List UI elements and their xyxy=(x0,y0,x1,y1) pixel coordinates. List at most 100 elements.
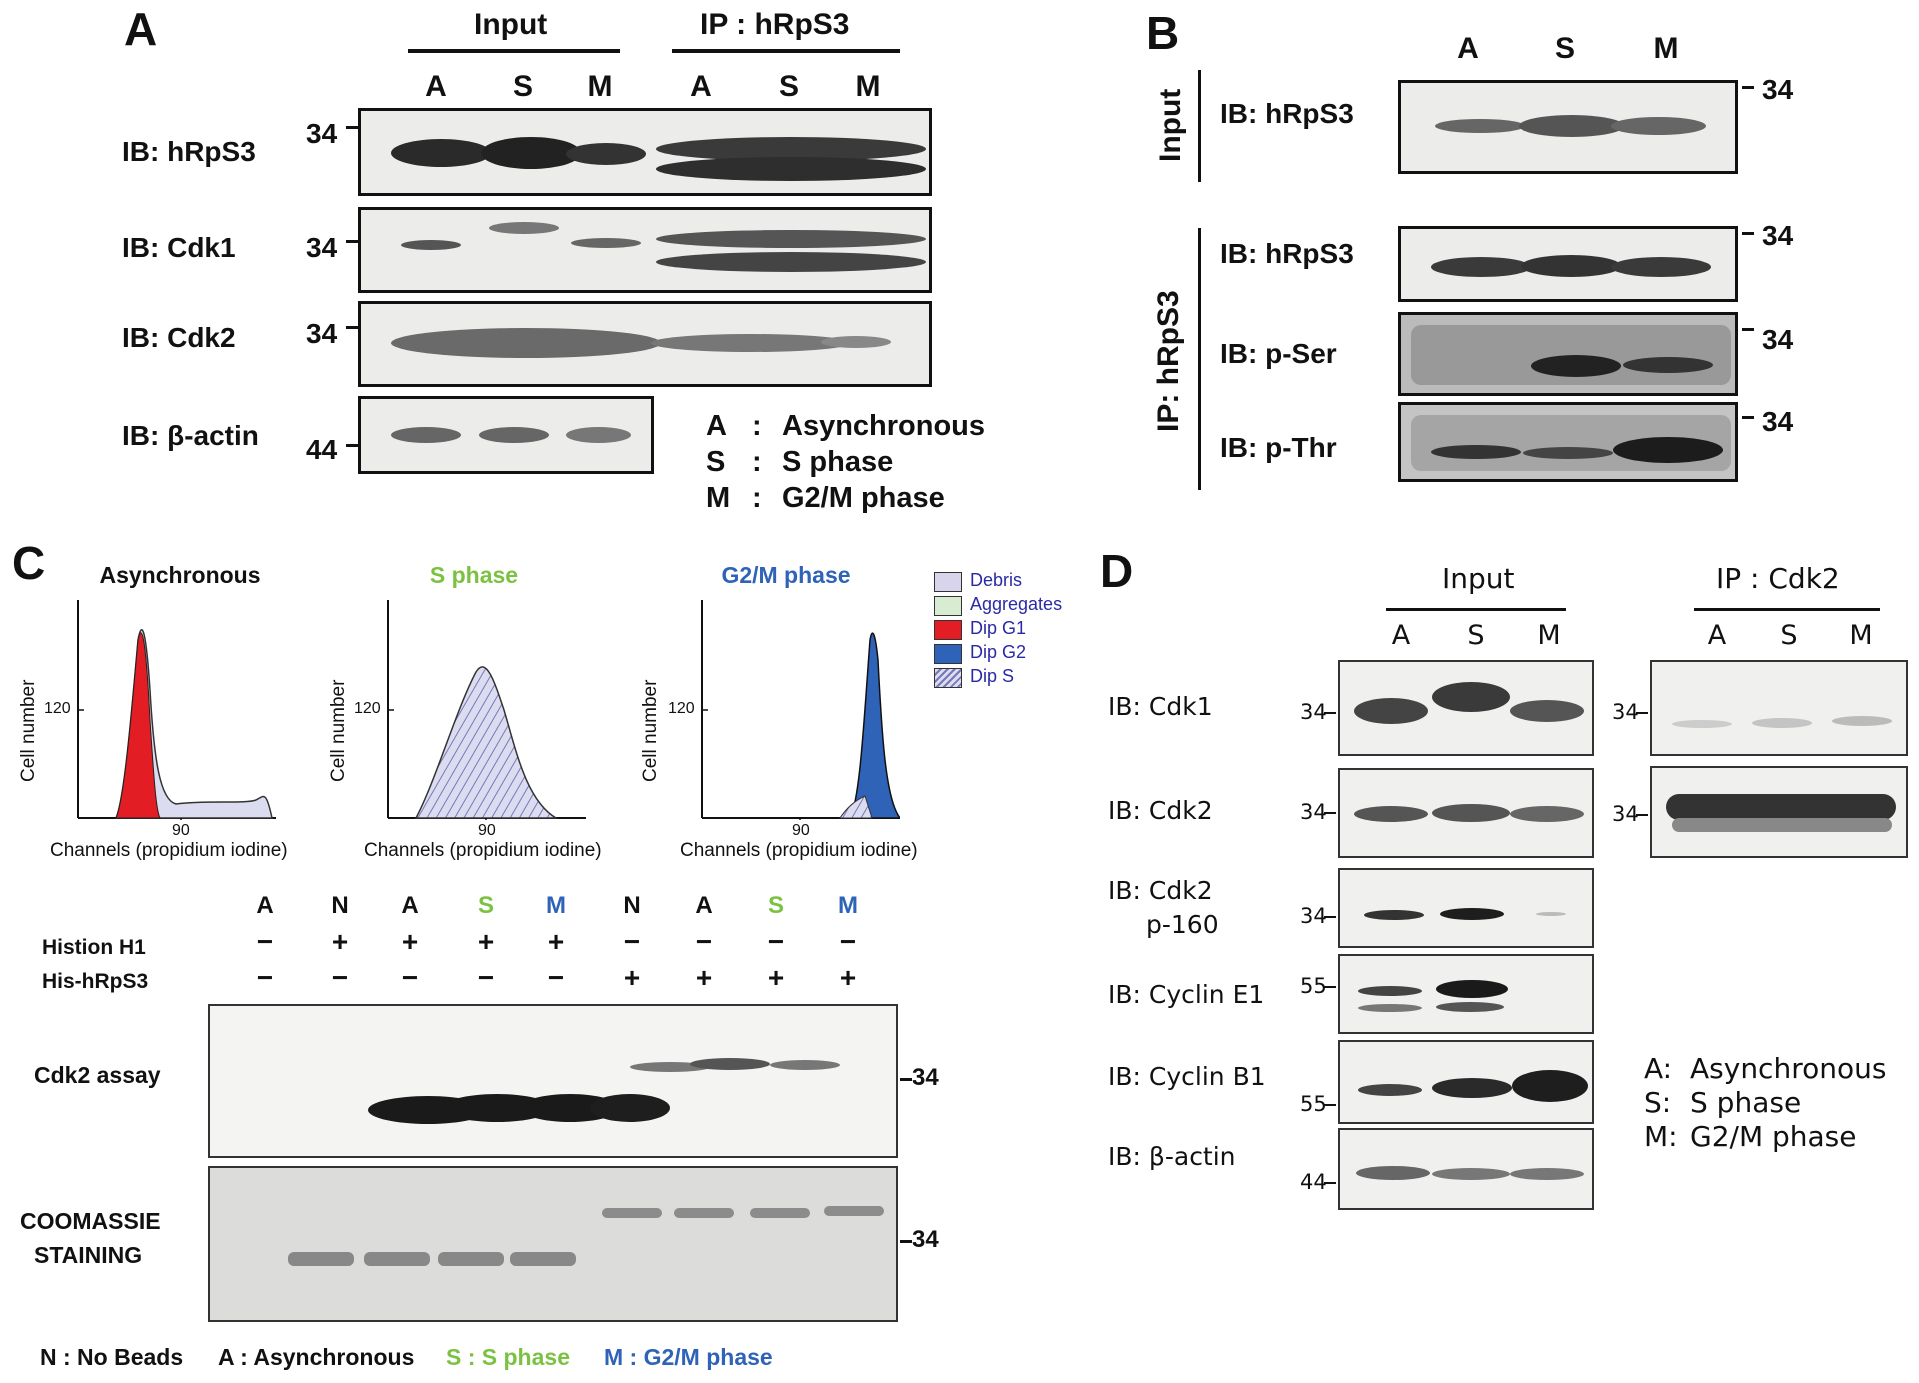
flow-histogram-asynchronous xyxy=(77,600,276,820)
footer-g2m-phase: M : G2/M phase xyxy=(604,1344,773,1370)
flow-title-s-phase: S phase xyxy=(429,562,519,588)
sign: + xyxy=(695,962,713,993)
panel-a-mw-marker: 34 xyxy=(306,318,338,349)
sign: + xyxy=(331,926,349,957)
panel-b-blot-pthr xyxy=(1398,402,1738,482)
panel-a-ip-bar xyxy=(672,49,900,53)
panel-d-row-label: IB: Cdk2 xyxy=(1108,796,1213,825)
panel-d-ip-blot-cdk1 xyxy=(1650,660,1908,756)
panel-b-row-label: IB: hRpS3 xyxy=(1220,98,1354,129)
panel-b-mw-marker: 34 xyxy=(1762,220,1794,251)
panel-a-row-label: IB: hRpS3 xyxy=(122,136,256,167)
sign: − xyxy=(767,926,785,957)
legend-swatch-dip-s xyxy=(934,668,962,688)
panel-a-row-label: IB: Cdk2 xyxy=(122,322,236,353)
mw-tick xyxy=(900,1240,912,1243)
legend-label: Dip S xyxy=(970,666,1015,686)
coomassie-label-2: STAINING xyxy=(34,1242,143,1268)
flow-ylabel: Cell number xyxy=(18,679,39,782)
panel-a-legend-key: M xyxy=(706,482,731,514)
panel-b-input-bracket xyxy=(1198,70,1201,182)
coomassie-mw: 34 xyxy=(912,1226,939,1253)
panel-a-row-label: IB: Cdk1 xyxy=(122,232,236,263)
sign: − xyxy=(401,962,419,993)
coomassie-label-1: COOMASSIE xyxy=(20,1208,161,1234)
panel-d-row-label: IB: β-actin xyxy=(1108,1142,1236,1171)
flow-histogram-s-phase xyxy=(387,600,586,820)
panel-a-legend-key: A xyxy=(706,410,727,442)
panel-a-legend-sep: : xyxy=(752,410,762,442)
mw-tick xyxy=(1324,916,1336,918)
panel-a-legend-sep: : xyxy=(752,446,762,478)
mw-tick xyxy=(1636,712,1648,714)
cdk2-assay-label: Cdk2 assay xyxy=(34,1062,161,1088)
panel-a-legend-key: S xyxy=(706,446,726,478)
flow-histogram-g2m-phase xyxy=(701,600,900,820)
panel-c-lane: S xyxy=(767,892,784,919)
his-label: His-hRpS3 xyxy=(42,970,149,993)
panel-d-mw: 34 xyxy=(1300,700,1327,724)
panel-b-mw-marker: 34 xyxy=(1762,406,1794,437)
panel-c-lane: A xyxy=(401,892,419,919)
sign: − xyxy=(623,926,641,957)
flow-title-g2m-phase: G2/M phase xyxy=(721,562,851,588)
panel-a-lane-4: A xyxy=(690,70,712,103)
flow-ytick: 120 xyxy=(354,700,381,717)
panel-b-lane-3: M xyxy=(1653,32,1679,65)
panel-b-ip-bracket xyxy=(1198,228,1201,490)
panel-a-lane-2: S xyxy=(512,70,533,103)
panel-d-lane: A xyxy=(1391,620,1411,651)
flow-ytick: 120 xyxy=(44,700,71,717)
panel-a-legend-text: Asynchronous xyxy=(782,410,986,442)
mw-tick xyxy=(1742,416,1754,419)
mw-tick xyxy=(1636,814,1648,816)
panel-a-mw-marker: 34 xyxy=(306,232,338,263)
panel-d-input-bar xyxy=(1386,608,1566,611)
panel-c-lane: A xyxy=(695,892,713,919)
sign: − xyxy=(256,926,274,957)
panel-d-legend-text: S phase xyxy=(1690,1086,1802,1119)
panel-c-lane: S xyxy=(477,892,494,919)
panel-d-row-label: IB: Cdk2 xyxy=(1108,876,1213,905)
flow-ylabel: Cell number xyxy=(328,679,349,782)
cdk2-assay-blot xyxy=(208,1004,898,1158)
panel-b-ip-label: IP: hRpS3 xyxy=(1152,290,1185,432)
panel-a-blot-actin xyxy=(358,396,654,474)
panel-c-lane: A xyxy=(256,892,274,919)
panel-b-row-label: IB: hRpS3 xyxy=(1220,238,1354,269)
panel-b-lane-2: S xyxy=(1554,32,1575,65)
legend-swatch-debris xyxy=(934,572,962,592)
panel-b-mw-marker: 34 xyxy=(1762,324,1794,355)
legend-label: Aggregates xyxy=(970,594,1063,614)
panel-d-row-label-2: p-160 xyxy=(1146,910,1219,939)
flow-xlabel: Channels (propidium iodine) xyxy=(364,840,602,861)
panel-c-lane: M xyxy=(546,892,566,919)
panel-d-blot-cdk2-p160 xyxy=(1338,868,1594,948)
panel-a-lane-5: S xyxy=(778,70,799,103)
mw-tick xyxy=(900,1078,912,1081)
panel-d-legend-key: M: xyxy=(1644,1120,1678,1153)
panel-a-blot-cdk2 xyxy=(358,301,932,387)
cdk2-assay-mw: 34 xyxy=(912,1064,939,1091)
panel-a-input-bar xyxy=(408,49,620,53)
sign: + xyxy=(839,962,857,993)
panel-d-blot-cyclin-b1 xyxy=(1338,1040,1594,1124)
panel-b-letter: B xyxy=(1146,7,1180,59)
panel-d-letter: D xyxy=(1100,545,1134,597)
sign: − xyxy=(695,926,713,957)
panel-a-mw-marker: 44 xyxy=(306,434,338,465)
panel-d-mw: 55 xyxy=(1300,974,1327,998)
flow-xlabel: Channels (propidium iodine) xyxy=(50,840,288,861)
panel-d-ip-mw: 34 xyxy=(1612,802,1639,826)
panel-b-blot-input-hrps3 xyxy=(1398,80,1738,174)
coomassie-blot xyxy=(208,1166,898,1322)
panel-a-lane-6: M xyxy=(855,70,881,103)
panel-d-legend-key: A: xyxy=(1644,1052,1673,1085)
flow-title-asynchronous: Asynchronous xyxy=(99,562,261,588)
flow-ytick: 120 xyxy=(668,700,695,717)
mw-tick xyxy=(346,240,360,243)
mw-tick xyxy=(346,326,360,329)
panel-d-lane: S xyxy=(1780,620,1798,651)
sign: − xyxy=(477,962,495,993)
panel-a-blot-hrps3 xyxy=(358,108,932,196)
